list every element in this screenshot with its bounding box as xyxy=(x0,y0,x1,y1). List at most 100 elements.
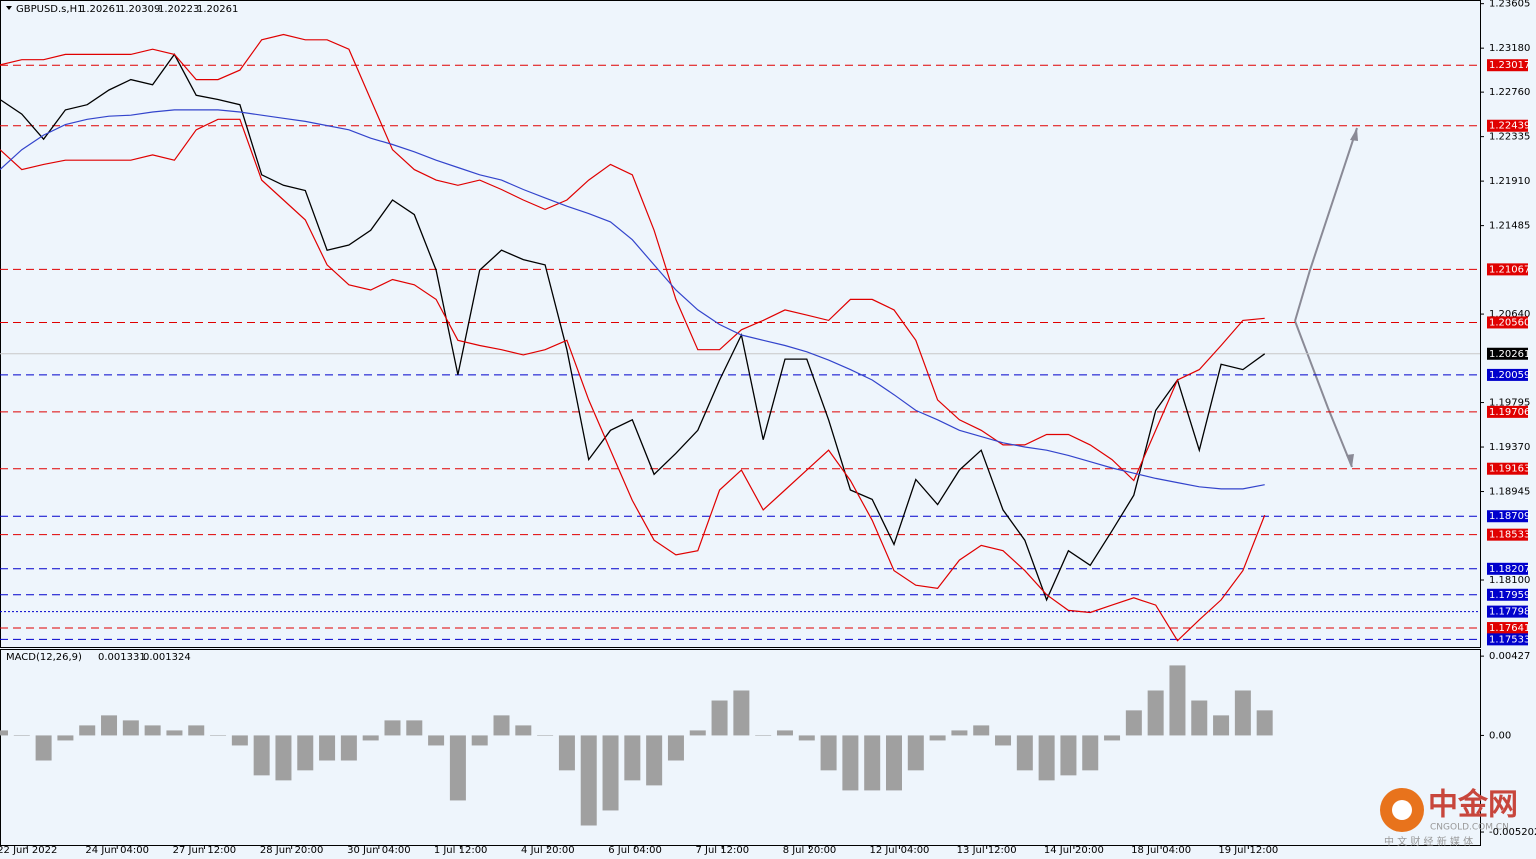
header-value: 1.20223 xyxy=(158,4,199,15)
macd-bar xyxy=(0,730,8,736)
macd-bar xyxy=(929,735,946,741)
macd-bar xyxy=(973,725,990,736)
macd-bar xyxy=(1082,735,1099,771)
level-tag xyxy=(1487,316,1528,329)
level-label: 1.18207 xyxy=(1489,564,1530,575)
y-tick-label: 0.00427 xyxy=(1489,651,1530,662)
x-tick-label: 30 Jun 04:00 xyxy=(347,845,411,856)
macd-bar xyxy=(297,735,314,771)
level-label: 1.17798 xyxy=(1489,607,1530,618)
macd-bar xyxy=(864,735,881,791)
macd-bar xyxy=(1038,735,1055,781)
y-tick-label: 1.20640 xyxy=(1489,309,1530,320)
macd-bar xyxy=(1213,715,1230,736)
x-tick-label: 4 Jul 20:00 xyxy=(521,845,575,856)
level-tag xyxy=(1487,368,1528,381)
level-tag xyxy=(1487,622,1528,635)
macd-bar xyxy=(79,725,96,736)
macd-bar xyxy=(798,735,815,741)
level-tag xyxy=(1487,605,1528,618)
macd-bar xyxy=(711,700,728,736)
x-tick-label: 19 Jul 12:00 xyxy=(1218,845,1278,856)
level-label: 1.21067 xyxy=(1489,264,1530,275)
macd-bar xyxy=(406,720,423,736)
header-value: 0.001324 xyxy=(143,652,191,663)
macd-bar xyxy=(537,735,554,736)
macd-bar xyxy=(428,735,445,746)
macd-bar xyxy=(166,730,183,736)
header-value: 1.20309 xyxy=(119,4,160,15)
level-tag xyxy=(1487,263,1528,276)
level-tag xyxy=(1487,588,1528,601)
x-tick-label: 22 Jun 2022 xyxy=(0,845,57,856)
level-label: 1.18709 xyxy=(1489,511,1530,522)
chart-title: GBPUSD.s,H1 xyxy=(16,4,83,15)
macd-bar xyxy=(1256,710,1273,736)
price-frame xyxy=(0,0,1481,648)
macd-bar xyxy=(907,735,924,771)
x-tick-label: 12 Jul 04:00 xyxy=(869,845,929,856)
level-label: 1.17533 xyxy=(1489,634,1530,645)
level-label: 1.20261 xyxy=(1489,349,1530,360)
macd-bar xyxy=(13,735,30,736)
level-label: 1.19163 xyxy=(1489,464,1530,475)
level-label: 1.20560 xyxy=(1489,317,1530,328)
projection-arrow xyxy=(1294,127,1358,322)
macd-bar xyxy=(776,730,793,736)
header-value: 1.20261 xyxy=(80,4,121,15)
macd-bar xyxy=(820,735,837,771)
x-tick-label: 27 Jun 12:00 xyxy=(173,845,237,856)
macd-bar xyxy=(580,735,597,826)
x-tick-label: 14 Jul 20:00 xyxy=(1044,845,1104,856)
y-tick-label: 1.21485 xyxy=(1489,221,1530,232)
y-tick-label: 1.23605 xyxy=(1489,0,1530,10)
macd-bar xyxy=(340,735,357,761)
macd-bar xyxy=(558,735,575,771)
level-label: 1.22439 xyxy=(1489,121,1530,132)
x-tick-label: 13 Jul 12:00 xyxy=(957,845,1017,856)
watermark-brand: 中金网 xyxy=(1428,788,1518,823)
macd-bar xyxy=(253,735,270,776)
y-tick-label: 1.22335 xyxy=(1489,132,1530,143)
macd-bar xyxy=(1234,690,1251,736)
x-tick-label: 7 Jul 12:00 xyxy=(695,845,749,856)
macd-bar xyxy=(646,735,663,786)
level-tag xyxy=(1487,462,1528,475)
header-value: 0.001331 xyxy=(98,652,146,663)
macd-bar xyxy=(624,735,641,781)
macd-bar xyxy=(842,735,859,791)
level-tag xyxy=(1487,510,1528,523)
y-tick-label: 1.19795 xyxy=(1489,398,1530,409)
logo-inner xyxy=(1392,800,1412,820)
level-tag xyxy=(1487,347,1528,360)
y-tick-label: 1.23180 xyxy=(1489,43,1530,54)
x-tick-label: 18 Jul 04:00 xyxy=(1131,845,1191,856)
macd-bar xyxy=(319,735,336,761)
menu-arrow[interactable] xyxy=(6,6,12,10)
y-tick-label: 1.18945 xyxy=(1489,487,1530,498)
macd-bar xyxy=(689,730,706,736)
watermark-site: CNGOLD.COM.CN xyxy=(1430,823,1509,833)
macd-bar xyxy=(733,690,750,736)
macd-bar xyxy=(231,735,248,746)
projection-arrow xyxy=(1294,320,1353,468)
macd-bar xyxy=(1016,735,1033,771)
arrow-head xyxy=(1350,128,1358,141)
macd-bar xyxy=(122,720,139,736)
macd-bar xyxy=(1104,735,1121,741)
macd-bar xyxy=(471,735,488,746)
macd-bar xyxy=(210,735,227,736)
level-label: 1.17959 xyxy=(1489,590,1530,601)
y-tick-label: -0.005202 xyxy=(1489,827,1536,838)
macd-bar xyxy=(755,735,772,736)
level-tag xyxy=(1487,119,1528,132)
macd-bar xyxy=(57,735,74,741)
macd-bar xyxy=(275,735,292,781)
arrow-head xyxy=(1346,454,1354,467)
macd-bar xyxy=(1060,735,1077,776)
macd-bar xyxy=(449,735,466,801)
watermark-slogan: 中 文 财 经 新 媒 体 xyxy=(1384,835,1473,848)
